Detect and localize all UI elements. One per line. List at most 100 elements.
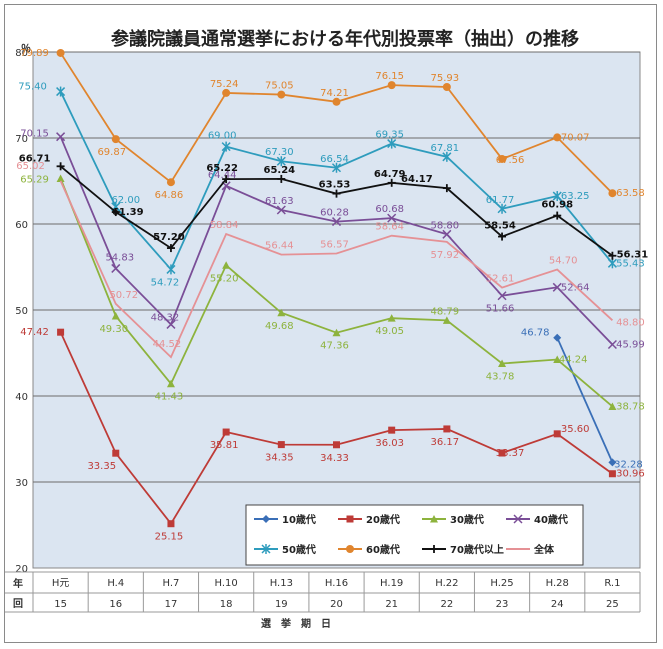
x-tick-label: H.19 <box>380 578 403 589</box>
legend-marker <box>430 545 438 553</box>
data-point <box>607 339 617 350</box>
data-label: 70.15 <box>20 129 49 140</box>
y-tick-label: 20 <box>15 564 28 575</box>
data-label: 44.24 <box>559 355 588 366</box>
data-point <box>222 88 231 97</box>
data-label: 45.99 <box>616 339 645 350</box>
data-point <box>276 205 286 215</box>
data-point <box>498 449 506 457</box>
data-label: 69.87 <box>97 147 126 158</box>
marker-stroke <box>221 181 231 191</box>
data-label: 56.57 <box>320 239 349 250</box>
data-label: 69.35 <box>375 130 404 141</box>
y-tick-label: 70 <box>15 134 28 145</box>
data-point <box>111 263 121 273</box>
data-label: 35.60 <box>561 424 590 435</box>
marker-stroke <box>497 291 507 301</box>
data-label: 64.86 <box>155 190 184 201</box>
legend-marker <box>346 515 354 523</box>
data-label: 49.30 <box>99 324 128 335</box>
marker-stroke <box>166 319 176 329</box>
y-tick-label: 30 <box>15 478 28 489</box>
data-label: 36.03 <box>375 438 404 449</box>
data-point <box>552 191 562 202</box>
x-tick-label: H.13 <box>270 578 293 589</box>
data-point <box>387 314 396 322</box>
series-line <box>556 337 614 463</box>
data-label: 66.71 <box>19 153 51 164</box>
data-point <box>276 156 286 167</box>
data-label: 56.44 <box>265 241 294 252</box>
data-point <box>222 175 231 184</box>
session-label: 16 <box>109 599 122 610</box>
row-label-year: 年 <box>13 577 23 590</box>
data-label: 33.37 <box>496 448 525 459</box>
marker-stroke <box>552 282 562 292</box>
data-point <box>332 97 341 106</box>
x-tick-label: R.1 <box>604 578 620 589</box>
data-point <box>442 229 452 239</box>
data-label: 58.80 <box>431 220 460 231</box>
data-label: 33.35 <box>87 461 116 472</box>
data-point <box>497 203 507 214</box>
data-label: 54.72 <box>151 277 180 288</box>
data-label: 57.92 <box>431 250 460 261</box>
x-tick-label: H元 <box>52 578 70 589</box>
data-label: 50.72 <box>109 290 138 301</box>
data-label: 65.22 <box>206 163 238 174</box>
data-label: 47.42 <box>20 327 49 338</box>
data-label: 44.52 <box>153 339 182 350</box>
session-label: 19 <box>275 599 288 610</box>
data-point <box>277 90 286 99</box>
marker-stroke <box>513 514 523 524</box>
y-tick-label: 60 <box>15 220 28 231</box>
data-label: 41.43 <box>155 392 184 403</box>
data-point <box>553 430 561 438</box>
data-point <box>498 359 507 367</box>
data-point <box>608 458 617 467</box>
data-point <box>333 441 340 449</box>
data-point <box>111 135 120 144</box>
data-point <box>608 470 616 478</box>
data-label: 38.78 <box>616 401 645 412</box>
data-label: 79.89 <box>20 48 49 59</box>
data-label: 67.56 <box>496 155 525 166</box>
session-label: 24 <box>551 599 564 610</box>
y-tick-label: 40 <box>15 392 28 403</box>
data-point <box>331 162 342 173</box>
data-point <box>166 178 175 187</box>
data-point <box>387 138 397 149</box>
data-point <box>497 291 507 301</box>
y-tick-label: 50 <box>15 306 28 317</box>
data-point <box>167 520 175 528</box>
marker-stroke <box>607 339 617 350</box>
data-label: 60.98 <box>541 200 573 211</box>
session-label: 22 <box>440 599 453 610</box>
data-point <box>442 151 452 162</box>
x-tick-label: H.16 <box>325 578 348 589</box>
legend-label: 60歳代 <box>366 543 400 556</box>
data-point <box>56 48 65 57</box>
marker-stroke <box>56 132 66 142</box>
data-point <box>56 132 66 142</box>
data-point <box>166 264 176 275</box>
data-point <box>57 328 65 336</box>
data-label: 61.77 <box>486 195 515 206</box>
legend-label: 20歳代 <box>366 513 400 526</box>
data-label: 35.81 <box>210 440 239 451</box>
legend-marker <box>262 515 270 523</box>
data-point <box>277 441 285 449</box>
data-label: 74.21 <box>320 88 349 99</box>
data-label: 30.96 <box>616 469 645 480</box>
data-label: 75.93 <box>431 73 460 84</box>
data-label: 67.81 <box>431 143 460 154</box>
session-label: 25 <box>606 599 619 610</box>
data-label: 66.54 <box>320 154 349 165</box>
data-label: 25.15 <box>155 532 184 543</box>
x-tick-label: H.22 <box>435 578 458 589</box>
data-point <box>552 282 562 292</box>
data-label: 60.28 <box>320 208 349 219</box>
data-point <box>553 211 562 220</box>
session-label: 17 <box>165 599 178 610</box>
